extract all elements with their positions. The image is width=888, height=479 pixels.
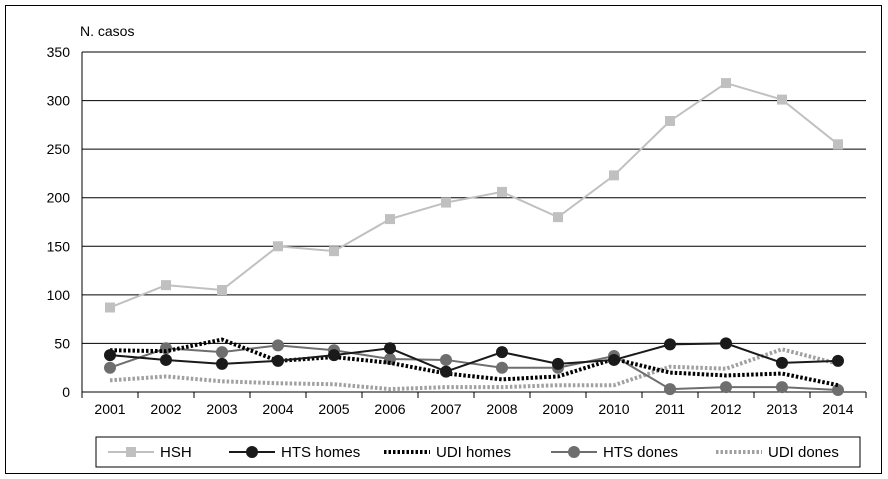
legend-marker <box>246 446 258 458</box>
data-point <box>161 280 171 291</box>
data-point <box>272 339 284 352</box>
data-point <box>272 354 284 367</box>
data-point <box>832 384 844 397</box>
data-point <box>833 139 843 150</box>
data-point <box>552 357 564 370</box>
series-line <box>109 342 839 373</box>
y-tick-label: 250 <box>47 141 71 157</box>
legend-marker <box>126 447 136 457</box>
series-hts-homes <box>104 337 844 378</box>
gridlines <box>82 51 866 393</box>
data-point <box>217 285 227 295</box>
data-point <box>440 365 452 378</box>
series-line <box>109 347 839 392</box>
legend-box <box>95 436 861 468</box>
data-point <box>385 214 395 225</box>
data-point <box>496 346 508 359</box>
x-tick-label: 2002 <box>150 401 181 417</box>
x-tick-label: 2011 <box>655 401 685 417</box>
legend-label: HTS homes <box>281 444 360 461</box>
x-tick-label: 2004 <box>262 401 293 417</box>
x-tick-label: 2001 <box>94 401 125 417</box>
x-tick-label: 2009 <box>542 401 573 417</box>
series-udi-homes <box>109 337 839 388</box>
x-tick-label: 2005 <box>318 401 349 417</box>
y-tick-label: 350 <box>47 44 71 60</box>
data-point <box>776 381 788 394</box>
data-point <box>328 349 340 362</box>
y-axis-ticks: 0 50 100 150 200 250 300 350 <box>47 44 71 400</box>
x-tick-label: 2010 <box>598 401 629 417</box>
legend-label: HSH <box>160 444 192 461</box>
y-tick-label: 0 <box>62 384 70 400</box>
data-point <box>105 302 115 313</box>
y-tick-label: 300 <box>47 93 71 109</box>
data-point <box>384 342 396 355</box>
data-point <box>608 353 620 366</box>
x-tick-label: 2008 <box>486 401 517 417</box>
series-line <box>109 337 839 388</box>
data-point <box>216 346 228 359</box>
chart-frame <box>5 5 882 474</box>
data-point <box>777 94 787 105</box>
series-hsh <box>105 78 843 313</box>
data-point <box>665 115 675 126</box>
data-point <box>720 337 732 350</box>
data-point <box>496 361 508 374</box>
data-point <box>104 349 116 362</box>
legend-label: UDI homes <box>436 444 511 461</box>
legend: HSH HTS homes UDI homes HTS dones UDI dones <box>95 436 861 468</box>
y-axis-label: N. casos <box>80 23 134 39</box>
x-tick-label: 2003 <box>206 401 237 417</box>
legend-item: HTS homes <box>229 444 360 461</box>
series-layer <box>104 78 844 397</box>
x-tick-label: 2014 <box>822 401 853 417</box>
series-line <box>109 81 839 309</box>
data-point <box>273 241 283 252</box>
data-point <box>832 354 844 367</box>
data-point <box>160 353 172 366</box>
data-point <box>329 246 339 257</box>
data-point <box>553 212 563 223</box>
x-tick-label: 2012 <box>710 401 741 417</box>
legend-item: UDI homes <box>384 444 511 461</box>
legend-item: HSH <box>108 444 192 461</box>
data-point <box>497 186 507 197</box>
x-tick-label: 2007 <box>430 401 461 417</box>
data-point <box>609 170 619 181</box>
data-point <box>664 338 676 351</box>
legend-label: HTS dones <box>603 444 678 461</box>
data-point <box>721 78 731 89</box>
data-point <box>441 197 451 208</box>
series-line <box>109 344 839 392</box>
x-tick-label: 2006 <box>374 401 405 417</box>
legend-marker <box>568 446 580 458</box>
legend-item: HTS dones <box>551 444 678 461</box>
data-point <box>664 383 676 396</box>
x-tick-label: 2013 <box>766 401 797 417</box>
data-point <box>776 356 788 369</box>
data-point <box>720 381 732 394</box>
legend-item: UDI dones <box>716 444 839 461</box>
y-tick-label: 200 <box>47 190 71 206</box>
data-point <box>104 361 116 374</box>
legend-label: UDI dones <box>768 444 839 461</box>
data-point <box>440 353 452 366</box>
y-tick-label: 100 <box>47 287 71 303</box>
y-tick-label: 50 <box>54 335 70 351</box>
x-axis: 2001 2002 2003 2004 2005 2006 2007 2008 2009 2010… <box>81 52 867 417</box>
series-udi-dones <box>109 347 839 392</box>
y-tick-label: 150 <box>47 238 71 254</box>
data-point <box>216 357 228 370</box>
